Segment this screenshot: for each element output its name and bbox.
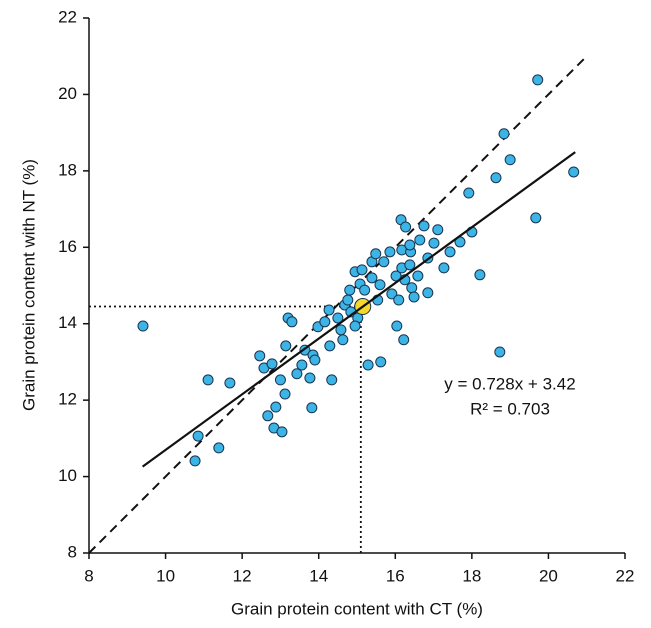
- point: [375, 356, 387, 368]
- point: [374, 279, 386, 291]
- y-tick-label: 16: [58, 237, 77, 256]
- x-axis-label: Grain protein content with CT (%): [231, 599, 483, 618]
- y-tick-label: 18: [58, 160, 77, 179]
- point: [432, 224, 444, 236]
- point: [286, 316, 298, 328]
- point: [324, 340, 336, 352]
- point: [428, 237, 440, 249]
- point: [266, 358, 278, 370]
- point: [532, 74, 544, 86]
- x-tick-label: 20: [539, 566, 558, 585]
- point: [342, 294, 354, 306]
- point: [391, 320, 403, 332]
- fit-line: [141, 151, 576, 468]
- point: [319, 316, 331, 328]
- point: [386, 288, 398, 300]
- x-tick-label: 8: [84, 566, 93, 585]
- y-tick-label: 12: [58, 390, 77, 409]
- point: [309, 354, 321, 366]
- point: [202, 374, 214, 386]
- point: [274, 374, 286, 386]
- point: [404, 239, 416, 251]
- point: [494, 346, 506, 358]
- point: [438, 262, 450, 274]
- x-tick-label: 12: [233, 566, 252, 585]
- point: [362, 359, 374, 371]
- point: [378, 256, 390, 268]
- point: [356, 264, 368, 276]
- point: [306, 402, 318, 414]
- point: [474, 269, 486, 281]
- point: [224, 377, 236, 389]
- point: [279, 388, 291, 400]
- point: [398, 334, 410, 346]
- point: [400, 221, 412, 233]
- point: [213, 442, 225, 454]
- point: [137, 320, 149, 332]
- point: [344, 284, 356, 296]
- point: [490, 172, 502, 184]
- x-tick-label: 10: [156, 566, 175, 585]
- point: [422, 287, 434, 299]
- point: [332, 312, 344, 324]
- point: [189, 455, 201, 467]
- point: [406, 282, 418, 294]
- point: [323, 304, 335, 316]
- point: [393, 294, 405, 306]
- y-tick-label: 14: [58, 313, 77, 332]
- x-tick-label: 18: [462, 566, 481, 585]
- point: [463, 187, 475, 199]
- point: [370, 248, 382, 260]
- identity-line: [88, 55, 588, 554]
- point: [418, 220, 430, 232]
- point: [280, 340, 292, 352]
- point: [444, 246, 456, 258]
- point: [404, 259, 416, 271]
- y-axis-label: Grain protein content with NT (%): [19, 159, 38, 411]
- y-tick-label: 10: [58, 466, 77, 485]
- point: [254, 350, 266, 362]
- point: [568, 166, 580, 178]
- point: [192, 430, 204, 442]
- point: [366, 272, 378, 284]
- point: [270, 401, 282, 413]
- point: [384, 246, 396, 258]
- y-tick-label: 8: [68, 542, 77, 561]
- point: [408, 291, 420, 303]
- x-tick-label: 22: [616, 566, 635, 585]
- equation: y = 0.728x + 3.42: [444, 374, 575, 393]
- point: [498, 128, 510, 140]
- r-squared: R² = 0.703: [470, 399, 550, 418]
- y-tick-label: 20: [58, 84, 77, 103]
- point: [412, 270, 424, 282]
- point: [530, 212, 542, 224]
- x-tick-label: 14: [309, 566, 328, 585]
- point: [304, 372, 316, 384]
- point: [296, 359, 308, 371]
- point: [359, 284, 371, 296]
- y-tick-label: 22: [58, 7, 77, 26]
- x-tick-label: 16: [386, 566, 405, 585]
- point: [349, 320, 361, 332]
- point: [291, 368, 303, 380]
- point: [326, 374, 338, 386]
- point: [414, 234, 426, 246]
- point: [337, 334, 349, 346]
- point: [276, 426, 288, 438]
- point: [262, 410, 274, 422]
- point: [504, 154, 516, 166]
